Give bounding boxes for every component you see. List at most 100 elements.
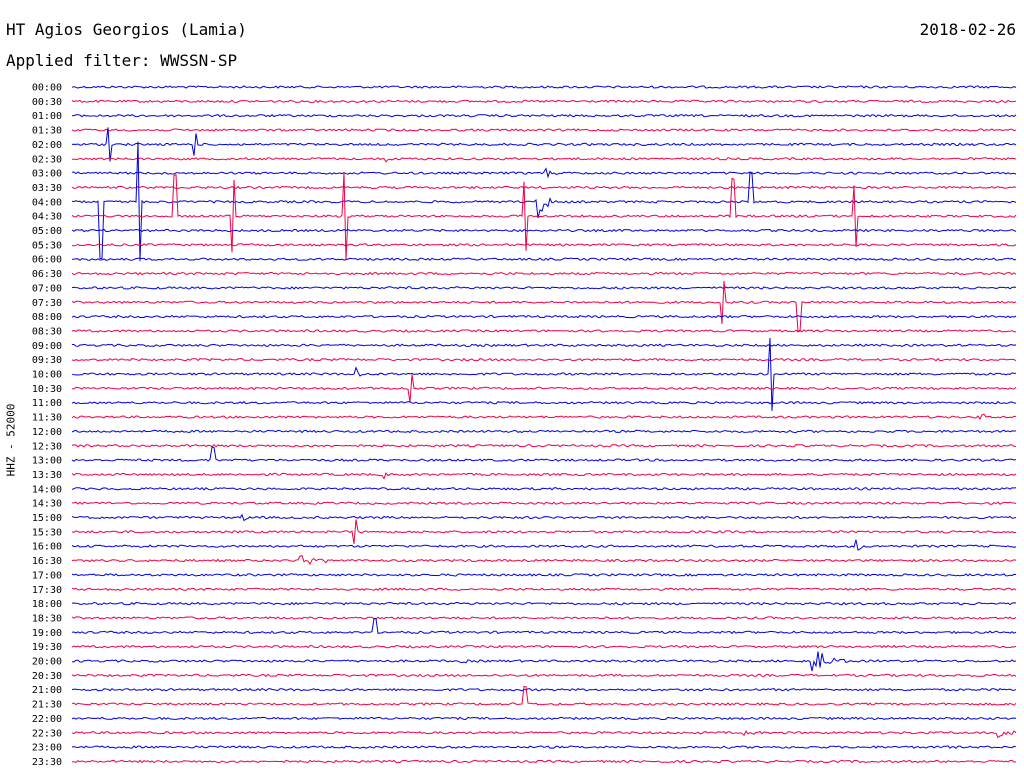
seismic-trace [71, 618, 1017, 635]
seismic-trace [71, 99, 1017, 104]
seismic-trace [71, 685, 1017, 706]
time-tick-label: 04:00 [32, 197, 62, 208]
seismic-trace [71, 329, 1017, 333]
seismic-trace [71, 519, 1017, 544]
time-tick-label: 15:00 [32, 513, 62, 524]
time-tick-label: 10:00 [32, 370, 62, 381]
time-tick-label: 10:30 [32, 384, 62, 395]
seismic-trace [71, 413, 1016, 421]
time-tick-label: 00:00 [32, 83, 62, 94]
seismic-trace [71, 286, 1017, 290]
time-tick-label: 21:00 [32, 685, 62, 696]
time-tick-label: 09:30 [32, 355, 62, 366]
seismic-trace [72, 501, 1017, 505]
seismic-trace [71, 446, 1017, 462]
time-tick-label: 14:30 [32, 499, 62, 510]
time-tick-label: 09:00 [32, 341, 62, 352]
time-tick-label: 14:00 [32, 484, 62, 495]
seismic-trace [71, 759, 1017, 764]
seismic-trace [71, 716, 1017, 721]
time-tick-label: 12:30 [32, 441, 62, 452]
time-tick-label: 19:00 [32, 628, 62, 639]
time-tick-label: 06:00 [32, 255, 62, 266]
time-tick-label: 23:30 [32, 757, 62, 768]
seismic-trace [71, 141, 1017, 262]
time-tick-label: 03:30 [32, 183, 62, 194]
seismic-trace [71, 745, 1017, 749]
seismic-trace [71, 573, 1017, 577]
time-tick-label: 17:00 [32, 570, 62, 581]
seismic-trace [71, 687, 1017, 692]
seismic-trace [71, 127, 1017, 162]
time-tick-label: 13:30 [32, 470, 62, 481]
seismic-trace [71, 471, 1017, 480]
time-tick-label: 23:00 [32, 743, 62, 754]
seismic-trace [71, 243, 1017, 247]
time-tick-label: 06:30 [32, 269, 62, 280]
seismic-trace [71, 730, 1017, 739]
time-tick-label: 11:30 [32, 413, 62, 424]
seismic-trace [71, 539, 1017, 551]
time-tick-label: 22:00 [32, 714, 62, 725]
seismic-trace [71, 85, 1017, 89]
station-title: HT Agios Georgios (Lamia) [6, 20, 247, 39]
seismic-trace [71, 185, 1017, 190]
seismic-trace [71, 673, 1017, 678]
seismic-trace [71, 555, 1017, 566]
time-tick-label: 05:30 [32, 240, 62, 251]
seismic-trace [71, 280, 1017, 333]
seismic-trace [72, 343, 1017, 348]
seismic-trace [71, 357, 1017, 362]
seismic-trace [71, 601, 1017, 606]
time-tick-label: 00:30 [32, 97, 62, 108]
time-tick-label: 16:00 [32, 542, 62, 553]
time-tick-label: 20:30 [32, 671, 62, 682]
time-tick-label: 20:00 [32, 657, 62, 668]
seismic-trace [71, 271, 1017, 276]
time-tick-label: 13:00 [32, 456, 62, 467]
time-tick-label: 07:30 [32, 298, 62, 309]
seismic-trace [71, 513, 1017, 522]
seismic-trace [71, 400, 1017, 405]
time-tick-label: 01:30 [32, 126, 62, 137]
seismic-trace [71, 113, 1017, 118]
time-tick-label: 17:30 [32, 585, 62, 596]
seismic-trace [71, 486, 1017, 491]
time-tick-label: 12:00 [32, 427, 62, 438]
time-tick-label: 02:00 [32, 140, 62, 151]
seismic-trace [71, 374, 1017, 403]
time-tick-label: 07:00 [32, 283, 62, 294]
seismic-trace [71, 128, 1017, 132]
time-tick-label: 22:30 [32, 728, 62, 739]
time-tick-label: 08:30 [32, 326, 62, 337]
seismic-trace [71, 172, 1017, 260]
time-tick-label: 02:30 [32, 154, 62, 165]
time-tick-label: 01:00 [32, 111, 62, 122]
time-tick-label: 15:30 [32, 527, 62, 538]
seismic-trace [71, 651, 1017, 672]
seismic-trace [71, 337, 1017, 411]
seismic-trace [71, 616, 1017, 620]
seismic-trace [71, 157, 1017, 163]
time-tick-label: 08:00 [32, 312, 62, 323]
seismic-trace [71, 429, 1017, 434]
time-tick-label: 04:30 [32, 212, 62, 223]
seismic-trace [71, 443, 1016, 448]
time-tick-label: 18:00 [32, 599, 62, 610]
seismic-trace [72, 167, 1017, 179]
seismic-trace [71, 644, 1017, 649]
seismic-trace [71, 314, 1017, 319]
time-tick-label: 05:00 [32, 226, 62, 237]
time-tick-label: 18:30 [32, 613, 62, 624]
seismic-trace [71, 228, 1017, 233]
time-tick-label: 21:30 [32, 700, 62, 711]
seismic-trace [71, 587, 1017, 591]
filter-label: Applied filter: WWSSN-SP [6, 51, 238, 70]
time-tick-label: 03:00 [32, 169, 62, 180]
time-tick-label: 11:00 [32, 398, 62, 409]
time-tick-label: 19:30 [32, 642, 62, 653]
seismic-trace [71, 257, 1017, 261]
record-date: 2018-02-26 [919, 20, 1016, 39]
time-tick-label: 16:30 [32, 556, 62, 567]
